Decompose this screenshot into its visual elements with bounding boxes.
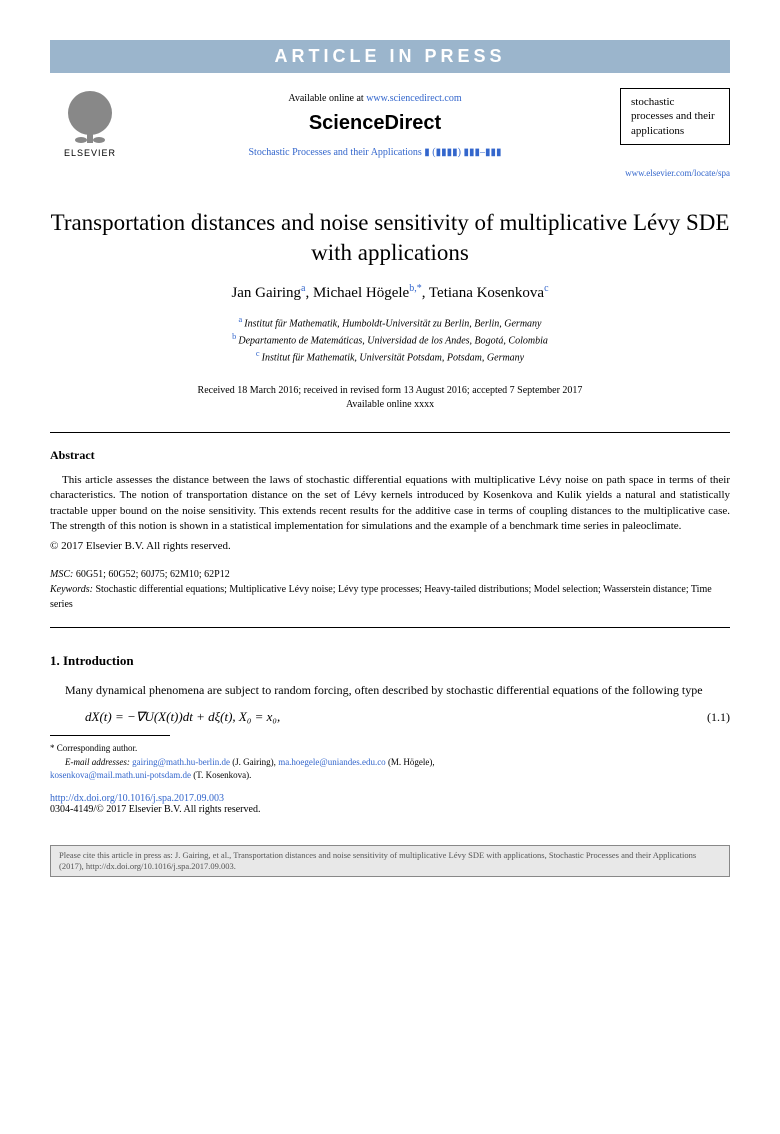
author-1-affil: a (301, 283, 305, 294)
science-direct-logo: ScienceDirect (130, 112, 620, 135)
email-label: E-mail addresses: (65, 757, 130, 767)
msc-keywords-block: MSC: 60G51; 60G52; 60J75; 62M10; 62P12 K… (50, 567, 730, 612)
equation-number: (1.1) (707, 710, 730, 725)
sciencedirect-link[interactable]: www.sciencedirect.com (366, 93, 461, 104)
citation-box: Please cite this article in press as: J.… (50, 845, 730, 877)
article-title: Transportation distances and noise sensi… (50, 208, 730, 268)
msc-codes: 60G51; 60G52; 60J75; 62M10; 62P12 (76, 569, 230, 580)
email-2-name: (M. Högele), (388, 757, 435, 767)
issn-copyright: 0304-4149/© 2017 Elsevier B.V. All right… (50, 804, 730, 815)
intro-paragraph: Many dynamical phenomena are subject to … (50, 681, 730, 699)
footnote-block: * Corresponding author. E-mail addresses… (50, 742, 730, 783)
available-online-text: Available online at www.sciencedirect.co… (130, 93, 620, 104)
footnote-rule (50, 735, 170, 736)
author-2-affil: b, (409, 283, 417, 294)
copyright-line: © 2017 Elsevier B.V. All rights reserved… (50, 540, 730, 552)
journal-homepage-link[interactable]: www.elsevier.com/locate/spa (50, 168, 730, 178)
abstract-body: This article assesses the distance betwe… (50, 473, 730, 535)
doi-link[interactable]: http://dx.doi.org/10.1016/j.spa.2017.09.… (50, 793, 730, 804)
email-1-name: (J. Gairing), (232, 757, 276, 767)
keywords-list: Stochastic differential equations; Multi… (50, 584, 712, 610)
corresponding-note: * Corresponding author. (50, 742, 730, 756)
divider-bottom (50, 627, 730, 628)
affiliation-c: Institut für Mathematik, Universität Pot… (262, 353, 524, 364)
section-1-heading: 1. Introduction (50, 653, 730, 669)
affiliation-a: Institut für Mathematik, Humboldt-Univer… (244, 318, 541, 329)
available-date: Available online xxxx (50, 398, 730, 412)
article-in-press-banner: ARTICLE IN PRESS (50, 40, 730, 73)
elsevier-tree-icon (63, 88, 118, 148)
abstract-heading: Abstract (50, 448, 730, 463)
equation-body: dX(t) = −∇U(X(t))dt + dξ(t), X₀ = x₀, (85, 709, 280, 725)
dates-block: Received 18 March 2016; received in revi… (50, 384, 730, 412)
journal-box-container: stochastic processes and their applicati… (620, 88, 730, 145)
center-header: Available online at www.sciencedirect.co… (130, 88, 620, 158)
email-3[interactable]: kosenkova@mail.math.uni-potsdam.de (50, 770, 191, 780)
journal-box: stochastic processes and their applicati… (620, 88, 730, 145)
journal-reference: Stochastic Processes and their Applicati… (130, 147, 620, 158)
author-1: Jan Gairing (231, 285, 301, 301)
email-3-name: (T. Kosenkova). (193, 770, 251, 780)
corresponding-star: * (417, 283, 422, 294)
author-3: Tetiana Kosenkova (429, 285, 544, 301)
affiliation-b: Departamento de Matemáticas, Universidad… (238, 335, 548, 346)
header-row: ELSEVIER Available online at www.science… (50, 88, 730, 158)
email-1[interactable]: gairing@math.hu-berlin.de (132, 757, 230, 767)
email-2[interactable]: ma.hoegele@uniandes.edu.co (278, 757, 386, 767)
authors-line: Jan Gairinga, Michael Högeleb,*, Tetiana… (50, 283, 730, 302)
elsevier-text: ELSEVIER (64, 148, 116, 158)
received-dates: Received 18 March 2016; received in revi… (50, 384, 730, 398)
equation-1-1: dX(t) = −∇U(X(t))dt + dξ(t), X₀ = x₀, (1… (85, 709, 730, 725)
author-3-affil: c (544, 283, 548, 294)
affiliations: a Institut für Mathematik, Humboldt-Univ… (50, 314, 730, 366)
elsevier-logo: ELSEVIER (50, 88, 130, 158)
author-2: Michael Högele (313, 285, 409, 301)
divider-top (50, 432, 730, 433)
